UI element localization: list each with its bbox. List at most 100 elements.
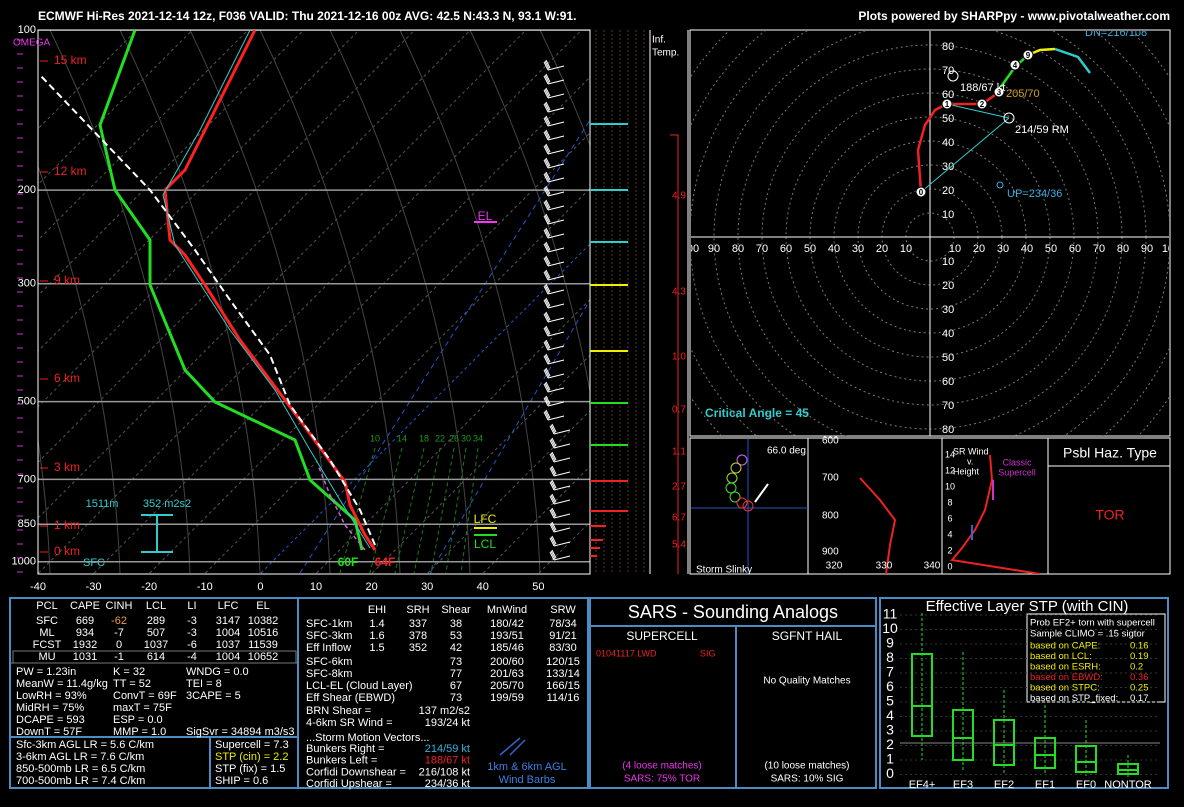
table-cell: 73 <box>450 656 462 668</box>
index: SigSvr = 34894 m3/s3 <box>186 726 295 738</box>
stp-legend-label: based on LCL: <box>1030 651 1092 662</box>
slinky-title: Storm Slinky <box>696 565 752 576</box>
table-cell: 77 <box>450 668 462 680</box>
table-cell: -7 <box>114 627 124 639</box>
wind-barb <box>543 115 565 127</box>
table-cell: FCST <box>33 639 62 651</box>
table-cell: 166/15 <box>546 680 580 692</box>
mixing-ratio-line <box>413 447 441 574</box>
table-cell: 3147 <box>216 615 240 627</box>
ring-label: 20 <box>973 243 985 255</box>
lapse-rate: 700-500mb LR = 7.4 C/km <box>16 775 145 787</box>
dry-adiabat <box>539 30 590 147</box>
stp-ytick: 1 <box>886 751 894 767</box>
inferred-value: 1.1 <box>672 447 686 458</box>
upshear: UP=234/36 <box>1007 188 1062 200</box>
sars-summary: SARS: 10% SIG <box>771 774 844 785</box>
dry-adiabat <box>399 30 541 574</box>
wind-barb <box>543 255 565 267</box>
index: PW = 1.23in <box>16 666 76 678</box>
rm-line <box>920 117 1010 193</box>
stp-category: NONTOR <box>1104 779 1152 791</box>
wind-barb <box>549 465 571 477</box>
ring-label: 70 <box>942 65 954 77</box>
srwind-height: 6 <box>947 513 952 523</box>
hazard-type: TOR <box>1095 507 1124 523</box>
sars-column-title: SUPERCELL <box>626 629 698 643</box>
index: 3CAPE = 5 <box>186 690 241 702</box>
wind-barb <box>543 353 565 365</box>
stp-ytick: 7 <box>886 664 894 680</box>
inferred-temp-panel <box>590 30 689 574</box>
el-label: EL <box>478 209 493 223</box>
box <box>1075 745 1097 773</box>
ring-label: 70 <box>756 243 768 255</box>
table-cell: 1.6 <box>369 630 384 642</box>
moist-adiabat <box>429 299 590 574</box>
dewpoint-trace <box>98 30 364 551</box>
up-marker <box>996 181 1004 189</box>
bunkers-right: 214/59 RM <box>1015 124 1069 136</box>
height-marker-label: 9 <box>1026 51 1031 60</box>
wetbulb-trace <box>317 464 366 551</box>
table-cell: 199/59 <box>490 692 524 704</box>
mixing-ratio-line <box>460 447 479 574</box>
theta-temp: 320 <box>826 561 843 572</box>
hazard-title: Psbl Haz. Type <box>1063 445 1157 461</box>
height-marker <box>1009 59 1021 71</box>
theta-pressure: 800 <box>822 511 839 522</box>
srwind-height: 14 <box>945 449 955 459</box>
mixing-ratio-line <box>339 447 376 574</box>
stp-legend-value: 0.17 <box>1130 693 1149 704</box>
mean-wind: 205/70 <box>1006 88 1040 100</box>
inferred-value: 4.9 <box>672 191 686 202</box>
srwind-height: 10 <box>945 481 955 491</box>
ring-label: 30 <box>942 161 954 173</box>
mixing-ratio-line <box>430 447 455 574</box>
height-marker-label: 1 <box>945 100 950 109</box>
table-cell: SFC-8km <box>306 668 352 680</box>
stp-legend-title: Sample CLIMO = .15 sigtor <box>1030 629 1145 640</box>
storm-motion-value: 188/67 kt <box>425 755 470 767</box>
table-header: MnWind <box>487 604 527 616</box>
lower-panels <box>689 437 1171 575</box>
rm-marker <box>1003 112 1015 124</box>
table-cell: 133/14 <box>546 668 580 680</box>
isotherm <box>316 298 590 574</box>
wind-barb <box>549 507 571 519</box>
table-cell: 352 <box>409 642 427 654</box>
storm-motion-label: Bunkers Right = <box>306 743 385 755</box>
extra-value: 137 m2/s2 <box>419 705 470 717</box>
wind-barb <box>543 227 565 239</box>
sars-match: 01041117.LWD <box>596 648 657 658</box>
table-cell: SFC-1km <box>306 618 352 630</box>
slinky-ring <box>736 454 748 466</box>
table-header: CINH <box>106 600 133 612</box>
table-cell: 614 <box>147 651 165 663</box>
stp-ytick: 8 <box>886 649 894 665</box>
pressure-label: 850 <box>18 518 36 530</box>
table-cell: 120/15 <box>546 656 580 668</box>
wind-barb <box>543 199 565 211</box>
table-cell: 193/51 <box>490 630 524 642</box>
stp-legend-label: based on STP_fixed: <box>1030 693 1118 704</box>
ring-label: 90 <box>1141 243 1153 255</box>
srwind-height: 12 <box>945 465 955 475</box>
stp-category: EF3 <box>953 779 973 791</box>
index: DownT = 57F <box>16 726 82 738</box>
table-cell: 1031 <box>73 651 97 663</box>
table-cell: 1004 <box>216 651 240 663</box>
table-header: Shear <box>441 604 471 616</box>
sars-none: No Quality Matches <box>763 676 850 687</box>
temperature-label: -30 <box>86 581 102 593</box>
wind-barb <box>543 59 565 71</box>
table-cell: 114/16 <box>547 692 580 704</box>
temperature-trace <box>163 30 377 551</box>
srwind-title: Height <box>953 466 980 476</box>
stp-legend-value: 0.16 <box>1130 641 1149 652</box>
stp-legend-value: 0.36 <box>1130 672 1149 683</box>
srwind-height: 2 <box>947 545 952 555</box>
temperature-label: 10 <box>310 581 322 593</box>
table-cell: -62 <box>111 615 127 627</box>
stp-category: EF4+ <box>909 779 936 791</box>
